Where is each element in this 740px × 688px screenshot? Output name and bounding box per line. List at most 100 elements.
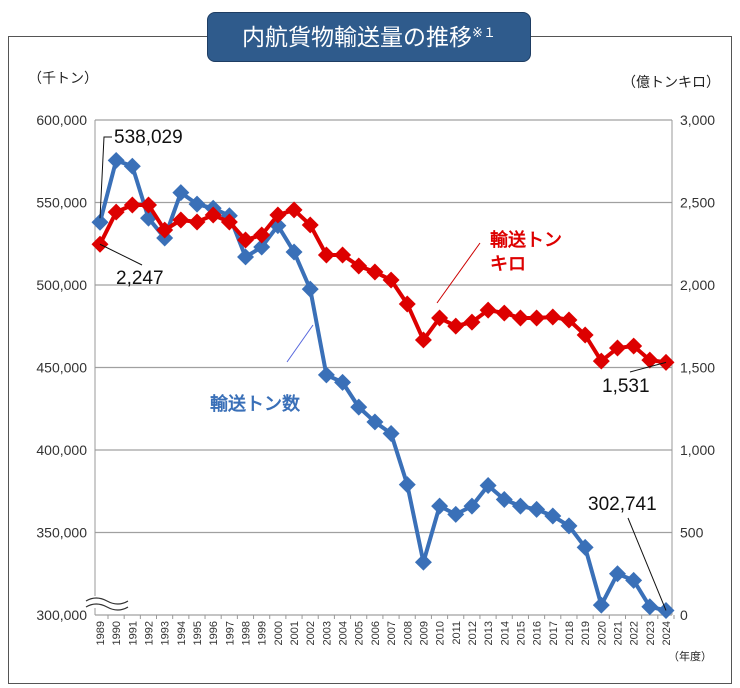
x-tick-label: 1997 xyxy=(224,621,236,645)
data-point xyxy=(123,196,141,214)
x-tick-label: 1989 xyxy=(95,621,107,645)
data-point xyxy=(544,507,562,525)
right-tick-label: 0 xyxy=(680,607,688,623)
data-point xyxy=(447,505,465,523)
data-point xyxy=(463,313,481,331)
x-tick-label: 2012 xyxy=(467,621,479,645)
data-point xyxy=(576,538,594,556)
data-point xyxy=(107,203,125,221)
data-point xyxy=(188,195,206,213)
x-tick-label: 1999 xyxy=(257,621,269,645)
data-point xyxy=(479,476,497,494)
x-tick-label: 2024 xyxy=(661,621,673,645)
left-axis-unit: （千トン） xyxy=(28,71,98,87)
right-tick-label: 1,500 xyxy=(680,360,715,376)
leader-line xyxy=(627,517,667,611)
x-tick-label: 2004 xyxy=(338,621,350,645)
data-point xyxy=(301,216,319,234)
data-point xyxy=(414,553,432,571)
data-point xyxy=(609,339,626,357)
data-point xyxy=(366,413,384,431)
data-point xyxy=(237,248,255,266)
right-tick-label: 2,000 xyxy=(680,277,715,293)
data-point xyxy=(479,301,497,319)
x-tick-label: 2015 xyxy=(515,621,527,645)
x-tick-label: 2014 xyxy=(499,621,511,645)
data-point xyxy=(285,243,303,261)
x-tick-label: 2002 xyxy=(305,621,317,645)
data-point xyxy=(350,257,368,275)
data-point xyxy=(576,326,594,344)
series-label-leader xyxy=(436,242,481,304)
x-tick-label: 2023 xyxy=(645,621,657,645)
data-point xyxy=(301,280,319,298)
data-point xyxy=(91,213,109,231)
x-tick-label: 2008 xyxy=(402,621,414,645)
data-point xyxy=(447,317,465,335)
left-tick-label: 300,000 xyxy=(36,607,87,623)
x-tick-label: 1992 xyxy=(144,621,156,645)
right-tick-label: 3,000 xyxy=(680,112,715,128)
x-tick-label: 2010 xyxy=(435,621,447,645)
data-point xyxy=(317,366,335,384)
data-label: 1,531 xyxy=(602,376,650,397)
data-point xyxy=(285,201,303,219)
x-tick-label: 1998 xyxy=(241,621,253,645)
series-label-leader xyxy=(286,324,314,363)
leader-line xyxy=(629,361,667,373)
x-tick-label: 2006 xyxy=(370,621,382,645)
data-point xyxy=(528,309,546,327)
series-label-red: キロ xyxy=(490,254,526,275)
x-tick-label: 2018 xyxy=(564,621,576,645)
x-tick-label: 1991 xyxy=(127,621,139,645)
title-text: 内航貨物輸送量の推移 xyxy=(242,25,473,51)
data-point xyxy=(560,311,578,329)
data-point xyxy=(528,500,546,518)
data-point xyxy=(625,337,643,355)
x-tick-label: 2021 xyxy=(612,621,624,645)
data-point xyxy=(253,226,271,244)
data-point xyxy=(253,238,271,256)
data-label: 302,741 xyxy=(588,494,657,515)
x-tick-label: 2001 xyxy=(289,621,301,645)
data-point xyxy=(398,476,416,494)
data-point xyxy=(123,157,141,175)
data-point xyxy=(188,213,206,231)
axis-break-mark xyxy=(85,597,129,605)
data-point xyxy=(382,425,400,442)
right-tick-label: 2,500 xyxy=(680,195,715,211)
x-tick-label: 2013 xyxy=(483,621,495,645)
left-tick-label: 350,000 xyxy=(36,525,87,541)
axis-break-mark xyxy=(85,603,129,611)
data-point xyxy=(592,352,610,370)
data-point xyxy=(625,571,643,589)
data-point xyxy=(366,263,384,281)
right-axis-unit: （億トンキロ） xyxy=(622,75,720,91)
data-point xyxy=(140,196,157,214)
right-tick-label: 1,000 xyxy=(680,442,715,458)
data-point xyxy=(414,331,432,349)
x-tick-label: 1996 xyxy=(208,621,220,645)
x-tick-label: 2009 xyxy=(418,621,430,645)
data-point xyxy=(511,497,529,515)
x-tick-label: 1993 xyxy=(160,621,172,645)
left-tick-label: 400,000 xyxy=(36,442,87,458)
right-tick-label: 500 xyxy=(680,525,704,541)
data-point xyxy=(641,351,659,369)
chart-title: 内航貨物輸送量の推移※１ xyxy=(207,12,531,62)
x-tick-label: 2003 xyxy=(321,621,333,645)
title-note: ※１ xyxy=(472,26,496,41)
data-point xyxy=(334,373,352,391)
x-tick-label: 1995 xyxy=(192,621,204,645)
data-point xyxy=(560,517,578,535)
data-point xyxy=(398,295,416,313)
data-point xyxy=(269,206,287,224)
x-tick-label: 2007 xyxy=(386,621,398,645)
data-label: 2,247 xyxy=(116,268,164,289)
data-point xyxy=(592,596,610,614)
data-point xyxy=(107,151,125,169)
data-point xyxy=(609,565,626,583)
series-label-blue: 輸送トン数 xyxy=(210,393,301,415)
